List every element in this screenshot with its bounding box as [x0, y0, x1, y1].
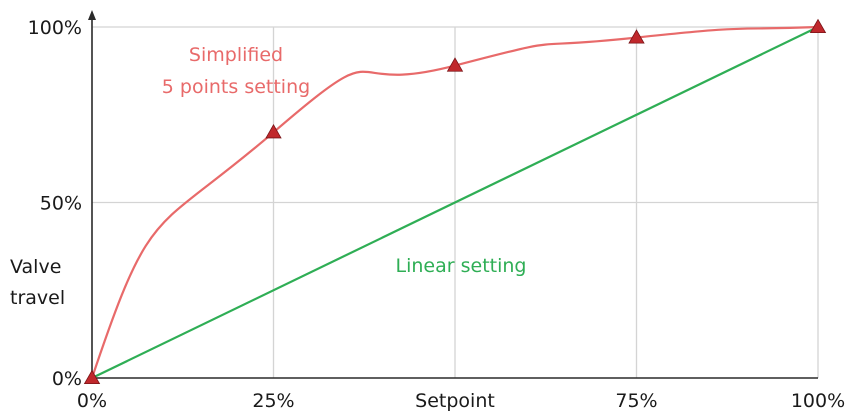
triangle-marker-icon	[628, 29, 645, 44]
series	[90, 25, 819, 379]
x-tick-label: 75%	[615, 390, 657, 412]
x-tick-label: 0%	[77, 390, 107, 412]
axes	[88, 10, 818, 380]
triangle-marker-icon	[83, 369, 101, 385]
markers	[83, 18, 827, 385]
tick-labels: 0% 50% 100% 0% 25% Setpoint 75% 100%	[28, 17, 845, 412]
y-axis-title-line-2: travel	[10, 287, 65, 309]
triangle-marker-icon	[809, 18, 827, 34]
y-axis-arrow-icon	[88, 10, 96, 20]
labels: Valve travel Simplified 5 points setting…	[10, 44, 526, 309]
y-tick-label: 100%	[28, 17, 82, 39]
x-tick-label: 25%	[252, 390, 294, 412]
x-tick-label: Setpoint	[415, 390, 495, 412]
y-axis-title-line-1: Valve	[10, 256, 61, 278]
simplified-series-label-line-1: Simplified	[189, 44, 283, 66]
y-tick-label: 0%	[52, 368, 82, 390]
linear-series-label: Linear setting	[396, 255, 527, 277]
triangle-marker-icon	[446, 57, 464, 72]
triangle-marker-icon	[265, 123, 282, 139]
simplified-series-label-line-2: 5 points setting	[162, 76, 310, 98]
x-tick-label: 100%	[791, 390, 845, 412]
simplified-series-curve	[90, 25, 819, 379]
linear-series-line	[91, 26, 819, 379]
y-tick-label: 50%	[40, 193, 82, 215]
